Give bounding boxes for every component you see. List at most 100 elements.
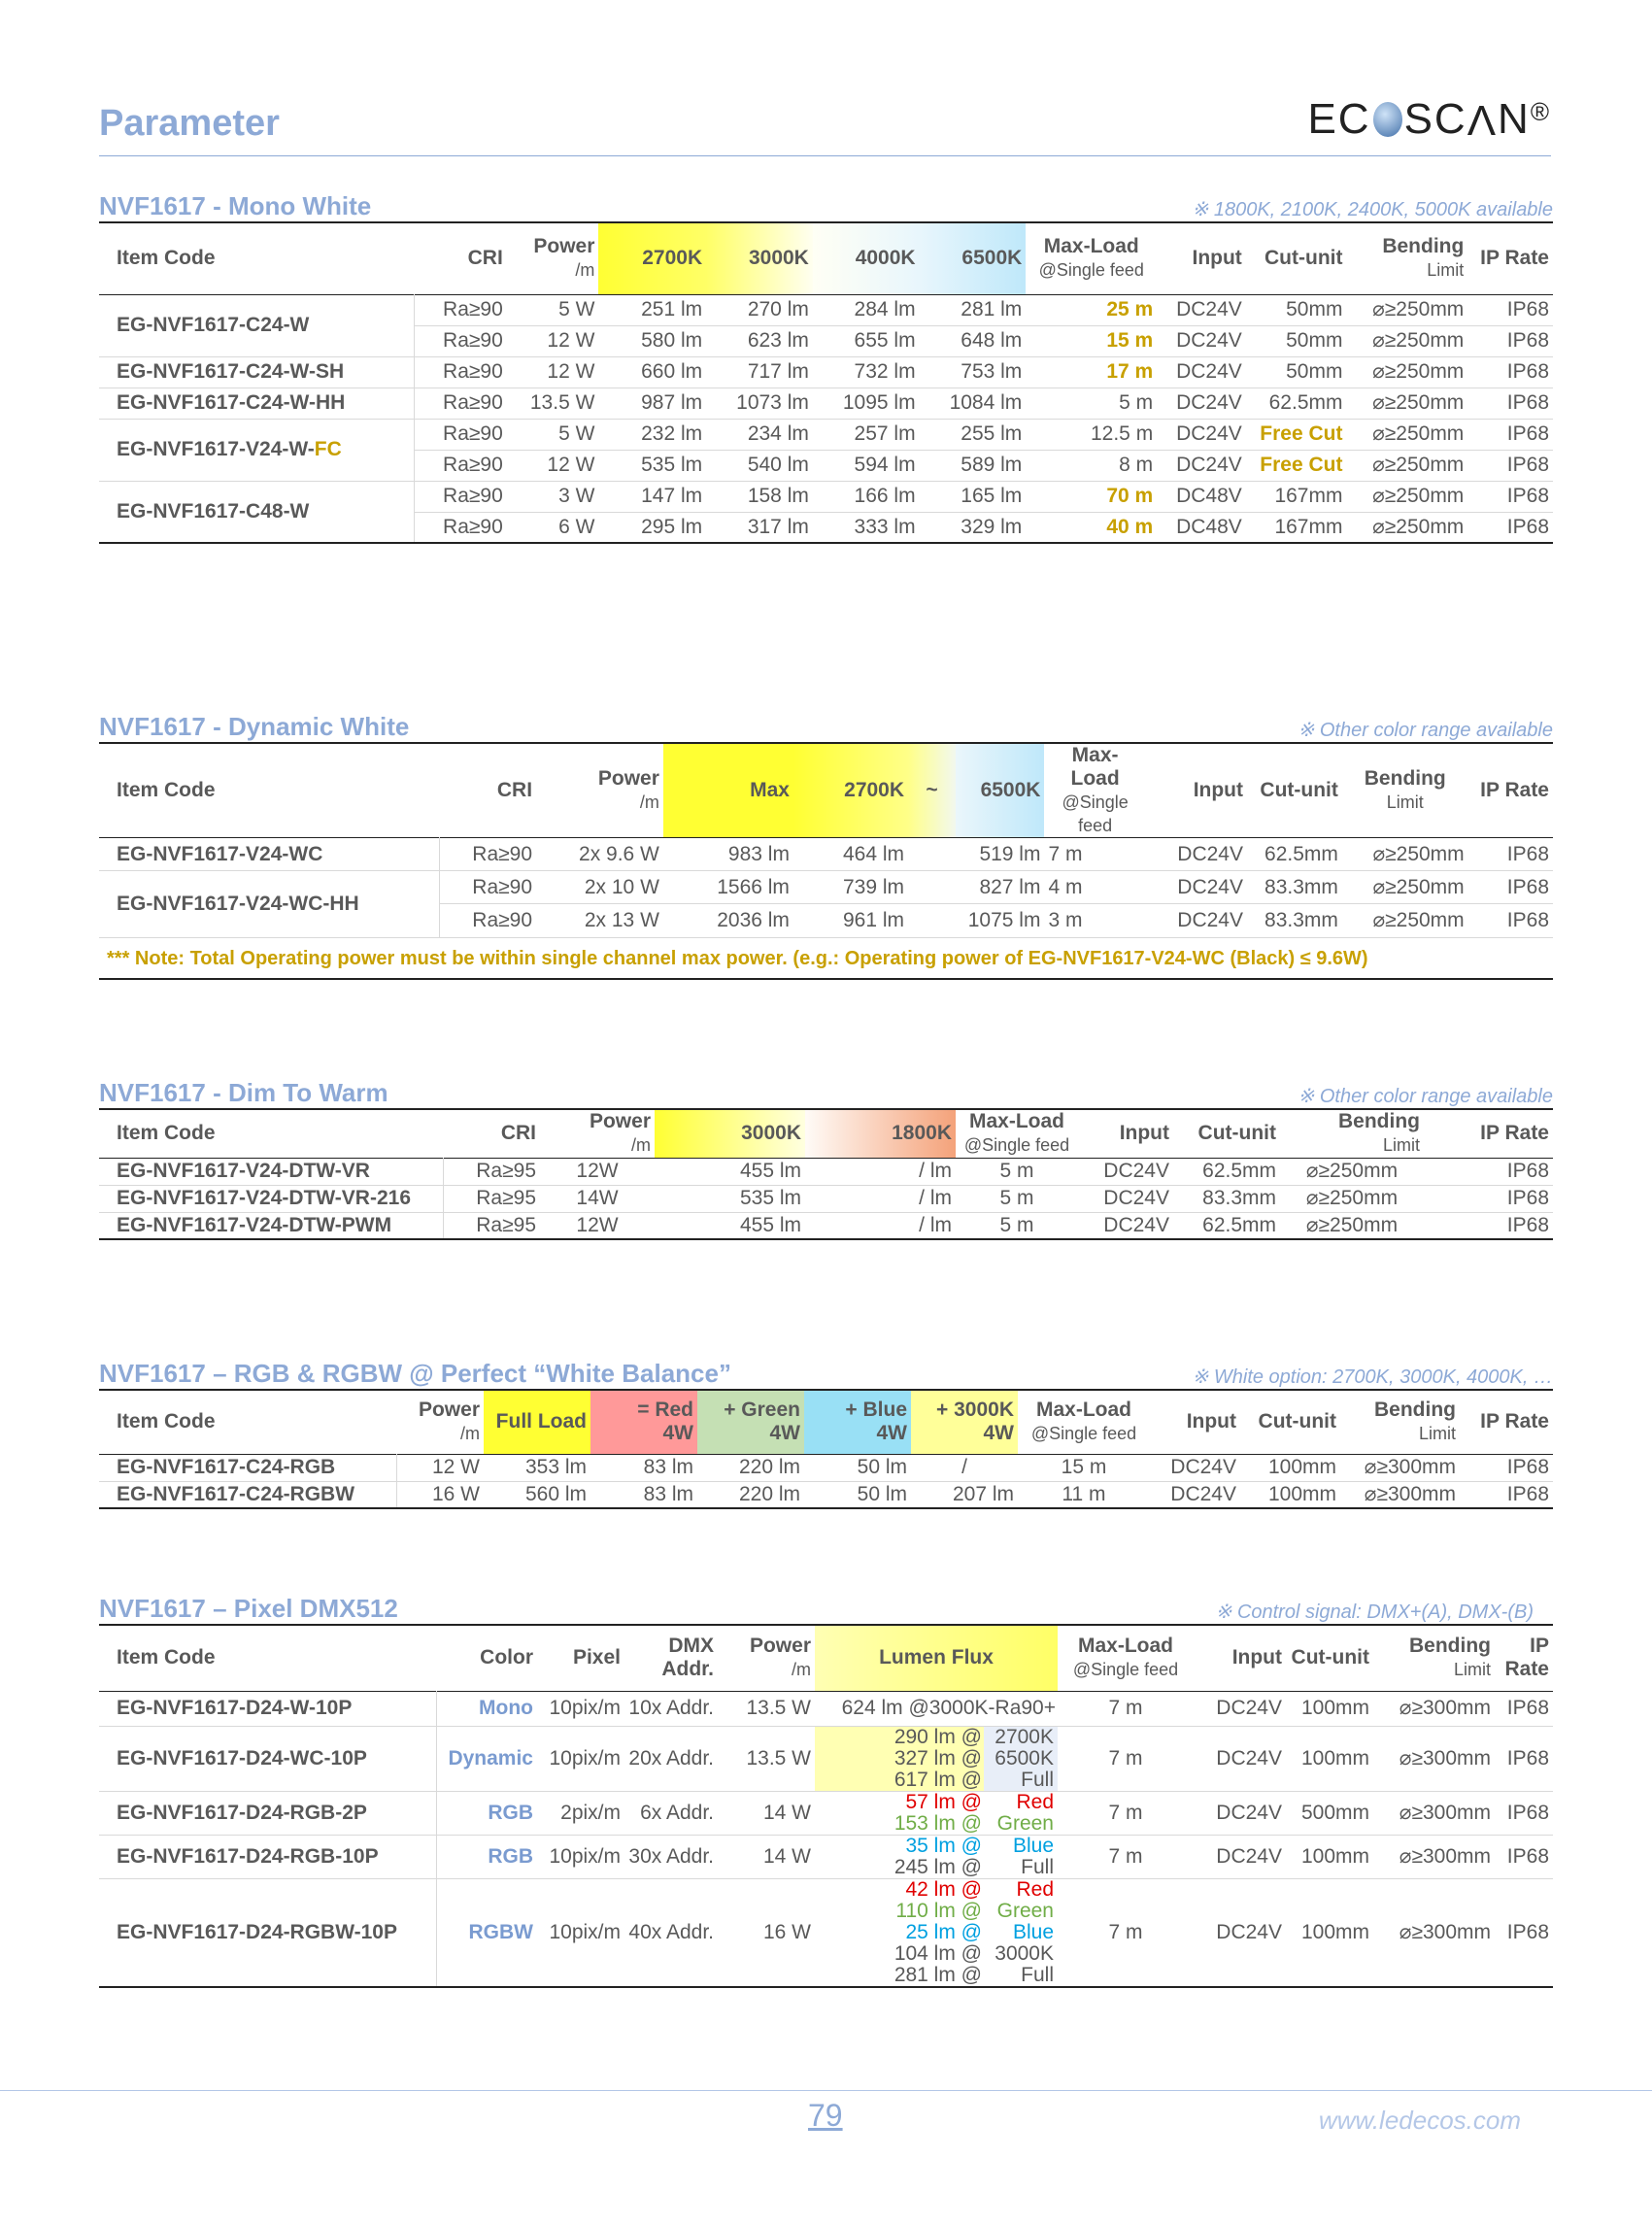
col-2700k: 2700K: [792, 743, 909, 838]
cell-ip-rate: IP68: [1424, 1211, 1553, 1239]
lumen-list: 57 lm @ Red 153 lm @ Green: [815, 1791, 1058, 1835]
lumen-value: 290 lm @: [815, 1726, 984, 1748]
cell-input: DC48V: [1157, 480, 1246, 512]
pixel-dmx-table: Item Code Color Pixel DMX Addr. Power/m L…: [99, 1624, 1553, 1988]
cell-bending: ⌀≥300mm: [1340, 1480, 1460, 1508]
col-full-load: Full Load: [484, 1390, 590, 1454]
lumen-value: 327 lm @: [815, 1747, 984, 1770]
cell-max-load: 7 m: [1048, 842, 1083, 865]
lumen-channel: Green: [996, 1811, 1054, 1835]
lumen-line: 35 lm @ Blue: [815, 1835, 1058, 1857]
cell-input: DC24V: [1150, 1480, 1240, 1508]
section-title: NVF1617 – Pixel DMX512: [99, 1594, 398, 1623]
cell-lumen-3000k: 455 lm: [739, 1160, 801, 1182]
cell-lumen-6500k: 648 lm: [919, 324, 1027, 356]
cell-input: DC24V: [1216, 1697, 1282, 1719]
cell-ip-rate: IP68: [1506, 842, 1549, 865]
table-row: EG-NVF1617-D24-WC-10P Dynamic 10pix/m 20x A…: [99, 1725, 1553, 1791]
item-code: EG-NVF1617-D24-RGB-2P: [99, 1790, 437, 1835]
water-drop-icon: [1372, 102, 1402, 137]
col-dmx: DMX Addr.: [661, 1635, 714, 1681]
cell-lumen-3000k: 158 lm: [706, 480, 813, 512]
cell-ip-rate: IP68: [1467, 480, 1553, 512]
cell-bending: ⌀≥250mm: [1346, 324, 1468, 356]
col-blue: + Blue 4W: [804, 1390, 911, 1454]
table-row: Ra≥90 6 W 295 lm 317 lm 333 lm 329 lm 40 m DC48…: [99, 511, 1553, 543]
cell-input: DC24V: [1145, 903, 1247, 937]
cell-lumen-flux: 624 lm @3000K-Ra90+: [815, 1691, 1058, 1726]
cell-cut-unit: Free Cut: [1245, 449, 1347, 481]
cell-lumen-flux: 35 lm @ Blue 245 lm @ Full: [815, 1834, 1058, 1878]
cell-lumen-2700k: 535 lm: [598, 449, 707, 481]
lumen-line: 290 lm @2700K: [815, 1726, 1058, 1748]
col-item-code: Item Code: [117, 779, 216, 801]
cell-cut-unit: 167mm: [1245, 480, 1347, 512]
cell-blue: 50 lm: [857, 1456, 907, 1478]
lumen-list: 624 lm @3000K-Ra90+: [815, 1698, 1058, 1719]
website-link[interactable]: www.ledecos.com: [1318, 2106, 1521, 2135]
cell-power: 12W: [576, 1160, 619, 1182]
col-cut-unit: Cut-unit: [1197, 1122, 1276, 1145]
cell-bending: ⌀≥250mm: [1372, 842, 1465, 865]
cell-cri: Ra≥90: [414, 387, 507, 419]
cell-lumen-3000k: 1073 lm: [706, 387, 813, 419]
item-code: EG-NVF1617-C48-W: [99, 480, 415, 543]
cell-lumen-4000k: 655 lm: [812, 324, 920, 356]
section-note: ※ Other color range available: [1298, 720, 1553, 741]
table-row: EG-NVF1617-V24-DTW-VR-216 Ra≥95 14W 535 lm /…: [99, 1184, 1553, 1212]
cell-max-load: 7 m: [1108, 1697, 1143, 1719]
cell-cut-unit: 100mm: [1240, 1480, 1340, 1508]
lumen-value: 153 lm @: [893, 1811, 982, 1835]
col-cut-unit: Cut-unit: [1258, 1410, 1336, 1433]
col-cut-unit: Cut-unit: [1264, 247, 1343, 270]
cell-lumen-4000k: 166 lm: [812, 480, 920, 512]
item-code: EG-NVF1617-D24-RGBW-10P: [99, 1877, 437, 1987]
section-title: NVF1617 – RGB & RGBW @ Perfect “White Ba…: [99, 1359, 731, 1388]
cell-lumen-6500k: 329 lm: [919, 511, 1027, 543]
col-max-load: Max-Load @Single feed: [963, 1110, 1070, 1156]
cell-bending: ⌀≥300mm: [1373, 1877, 1495, 1987]
cell-ip-rate: IP68: [1467, 903, 1553, 937]
section-note: ※ Other color range available: [1298, 1086, 1553, 1107]
lumen-channel: Red: [1016, 1877, 1054, 1901]
table-row: EG-NVF1617-D24-RGB-2P RGB 2pix/m 6x Addr. 14…: [99, 1790, 1553, 1835]
col-2700k: 2700K: [598, 222, 707, 294]
cell-lumen-3000k: 234 lm: [706, 418, 813, 450]
cell-dmx: 30x Addr.: [624, 1834, 718, 1878]
rgb-rgbw-table: Item Code Power/m Full Load = Red 4W + Gr…: [99, 1389, 1553, 1509]
cell-input: DC24V: [1157, 324, 1246, 356]
cell-pixel: 10pix/m: [537, 1877, 624, 1987]
table-row: EG-NVF1617-C24-RGB 12 W 353 lm 83 lm 220 lm 5…: [99, 1454, 1553, 1481]
cell-cri: Ra≥90: [472, 842, 533, 865]
cell-input: DC48V: [1157, 511, 1246, 543]
table-row: EG-NVF1617-V24-WC-HH Ra≥90 2x 10 W 1566 lm 7…: [99, 870, 1553, 937]
cell-lumen-2700k: 464 lm: [843, 842, 905, 865]
cell-bending: ⌀≥250mm: [1346, 355, 1468, 388]
section-title: NVF1617 - Dynamic White: [99, 712, 410, 741]
table-row: EG-NVF1617-D24-W-10P Mono 10pix/m 10x Addr.…: [99, 1691, 1553, 1726]
item-code: EG-NVF1617-V24-WC: [99, 837, 440, 871]
table-row: EG-NVF1617-V24-W-FC Ra≥90 5 W 232 lm 234 lm 2…: [99, 418, 1553, 481]
cell-max-load: 7 m: [1058, 1834, 1194, 1878]
cell-cri: Ra≥95: [476, 1160, 536, 1182]
cell-power: 14 W: [718, 1834, 815, 1878]
item-code: EG-NVF1617-V24-W-FC: [99, 418, 415, 481]
lumen-channel: Full: [984, 1769, 1058, 1791]
cell-bending: ⌀≥250mm: [1280, 1211, 1424, 1239]
cell-lumen-3000k: 270 lm: [747, 298, 809, 320]
cell-bending: ⌀≥250mm: [1346, 511, 1468, 543]
dim-to-warm-table: Item Code CRI Power/m 3000K 1800K Max-Lo…: [99, 1108, 1553, 1240]
cell-ip-rate: IP68: [1495, 1877, 1553, 1987]
cell-lumen-4000k: 732 lm: [812, 355, 920, 388]
cell-cut-unit: 62.5mm: [1202, 1160, 1276, 1182]
lumen-line: 57 lm @ Red: [815, 1791, 1058, 1813]
cell-input: DC24V: [1145, 870, 1247, 904]
cell-cut-unit: Free Cut: [1245, 418, 1347, 450]
col-item-code: Item Code: [117, 247, 216, 270]
lumen-list: 42 lm @ Red 110 lm @ Green 25 lm @ Blue 104 lm…: [815, 1877, 1058, 1986]
cell-red: 83 lm: [590, 1480, 697, 1508]
cell-bending: ⌀≥250mm: [1346, 387, 1468, 419]
item-code-base: EG-NVF1617-C24-W: [117, 314, 310, 336]
lumen-list: 290 lm @2700K 327 lm @6500K 617 lm @ Full: [815, 1726, 1058, 1791]
cell-cut-unit: 62.5mm: [1245, 387, 1347, 419]
